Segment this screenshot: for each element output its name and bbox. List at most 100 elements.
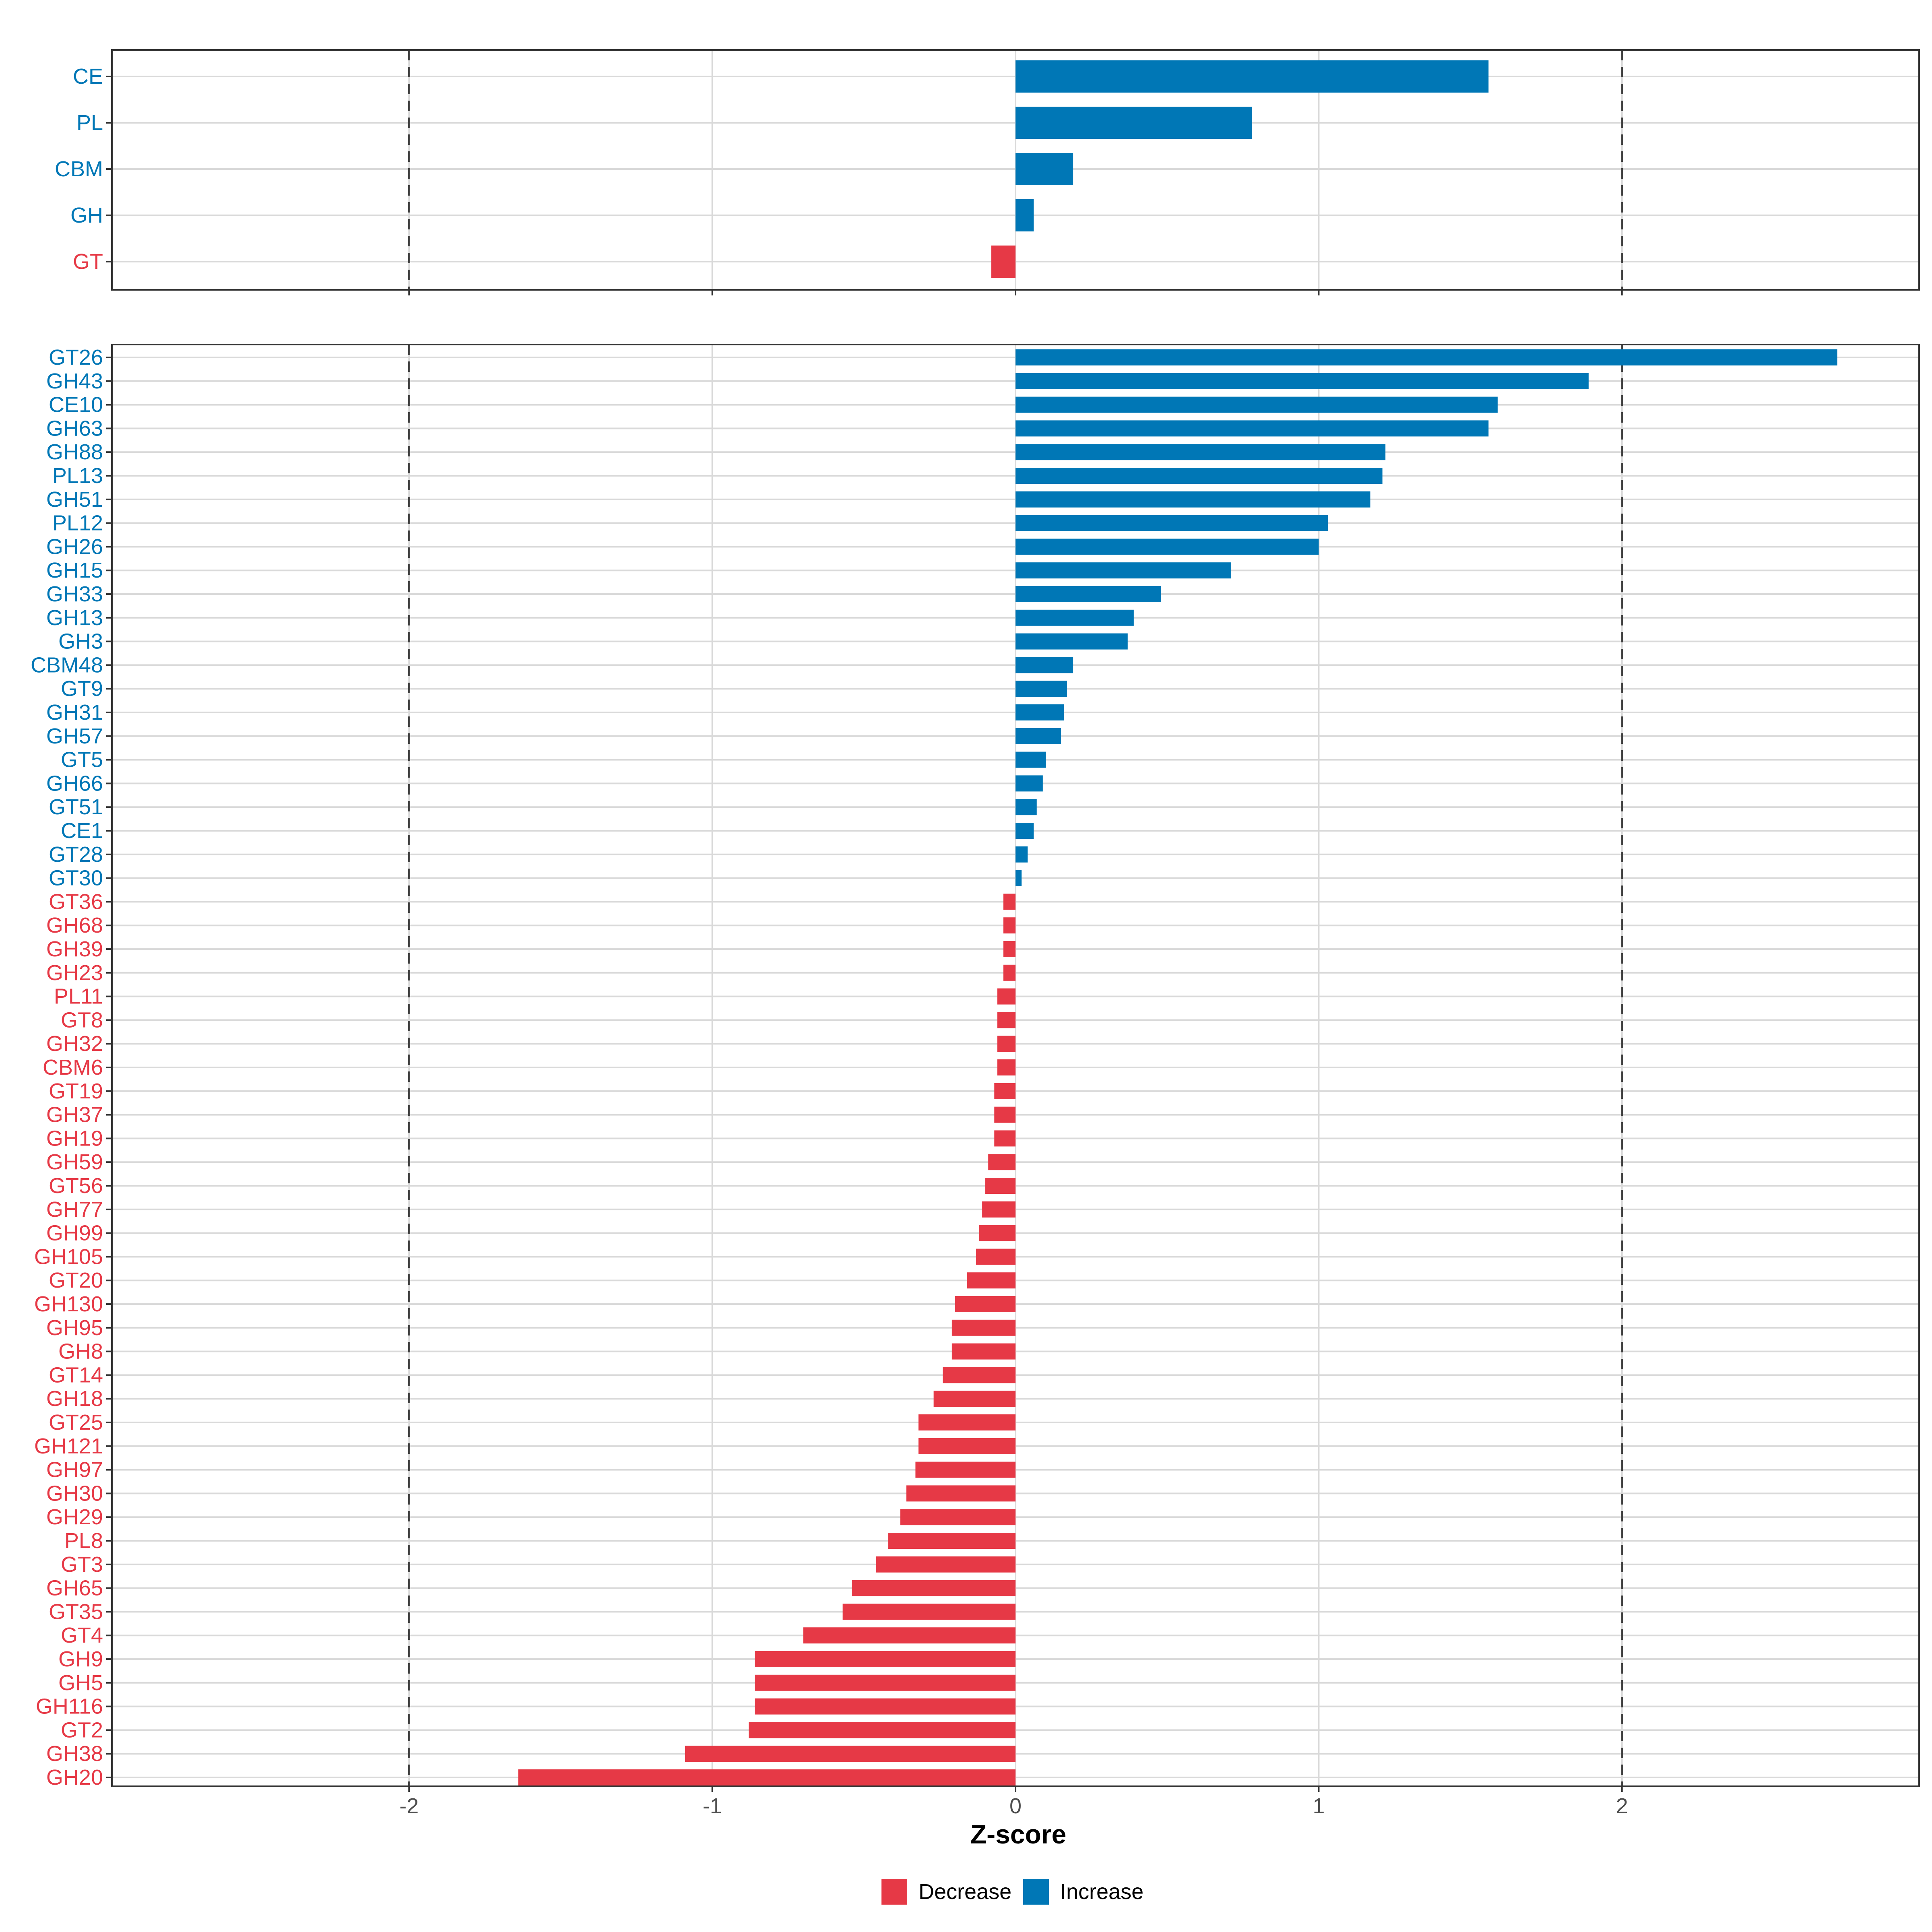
bottom-bar-gt56 [985,1178,1016,1194]
bottom-bar-gh31 [1016,704,1064,720]
bottom-bar-gh30 [906,1485,1016,1502]
top-category-label: CE [73,64,103,89]
bottom-bar-gt3 [876,1556,1016,1573]
bottom-bar-gt20 [967,1272,1016,1289]
bottom-bar-gt8 [997,1012,1016,1028]
bottom-bar-gh26 [1016,539,1319,555]
bottom-bar-gh18 [933,1391,1016,1407]
bottom-bar-gh39 [1003,941,1016,957]
bottom-category-label: PL13 [52,464,103,488]
bottom-bar-gt4 [803,1627,1016,1644]
top-bar-ce [1016,60,1489,93]
bottom-bar-gh43 [1016,373,1589,389]
bottom-category-label: GT8 [61,1008,103,1032]
x-axis-tick-label: 2 [1616,1794,1628,1818]
bottom-category-label: CE10 [49,393,103,417]
bottom-category-label: GH32 [46,1032,103,1056]
bottom-category-label: GT14 [49,1363,103,1387]
bottom-bar-gh57 [1016,728,1061,744]
legend: Decrease Increase [881,1879,1144,1905]
bottom-category-label: GT5 [61,748,103,772]
bottom-category-label: CE1 [61,819,103,843]
bottom-bar-gh68 [1003,917,1016,934]
bottom-category-label: GH130 [34,1292,103,1316]
x-axis-title: Z-score [970,1819,1066,1849]
bottom-category-label: GH66 [46,771,103,795]
bottom-category-label: GH3 [58,630,103,654]
x-axis-tick-label: 1 [1313,1794,1325,1818]
bottom-category-label: GH9 [58,1647,103,1671]
top-category-label: PL [76,111,103,135]
bottom-bar-cbm48 [1016,657,1073,673]
top-bar-gt [991,246,1016,278]
bottom-bar-gh37 [994,1106,1016,1123]
bottom-bar-ce10 [1016,396,1498,413]
bottom-category-label: GT35 [49,1600,103,1624]
bottom-bar-gt36 [1003,894,1016,910]
top-panel-summary-chart: CE PL CBM GH GT [55,49,1920,295]
bottom-category-label: GT51 [49,795,103,819]
bottom-bar-gt9 [1016,681,1067,697]
top-bar-gh [1016,199,1034,231]
bottom-category-label: GH59 [46,1150,103,1174]
bottom-bar-gh23 [1003,964,1016,981]
bottom-category-label: GT36 [49,890,103,914]
bottom-category-label: GH31 [46,700,103,724]
bottom-category-label: GT30 [49,866,103,890]
bottom-bar-pl13 [1016,468,1383,484]
bottom-bar-pl12 [1016,515,1328,531]
bottom-category-label: GH97 [46,1458,103,1482]
bottom-bar-gt5 [1016,751,1046,768]
bottom-bar-gt30 [1016,870,1022,886]
bottom-bar-gh95 [952,1319,1016,1336]
bottom-bar-gh63 [1016,420,1489,437]
bottom-category-label: GH121 [34,1434,103,1458]
bottom-category-label: GT9 [61,677,103,701]
bottom-bar-gh32 [997,1036,1016,1052]
bottom-bar-gh97 [915,1461,1016,1478]
bottom-bar-gt14 [943,1367,1016,1383]
bottom-category-label: GT56 [49,1174,103,1198]
bottom-bar-gh77 [982,1201,1016,1218]
bottom-bar-pl11 [997,988,1016,1005]
bottom-category-label: GH65 [46,1576,103,1600]
bottom-bar-gh15 [1016,562,1231,579]
bottom-category-label: GH95 [46,1316,103,1340]
x-axis-tick-label: -1 [703,1794,722,1818]
bottom-bar-gh130 [955,1296,1016,1312]
bottom-category-label: GH30 [46,1481,103,1505]
bottom-category-label: GH20 [46,1765,103,1790]
bottom-category-label: GT28 [49,842,103,867]
bottom-category-label: GH116 [36,1695,103,1719]
bottom-category-label: CBM6 [43,1055,103,1080]
bottom-category-label: GH38 [46,1742,103,1766]
bottom-bar-gh5 [755,1674,1016,1691]
bottom-category-label: GH19 [46,1126,103,1150]
bottom-category-label: GH51 [46,487,103,512]
top-category-label: CBM [55,157,103,181]
bottom-bar-gt35 [842,1604,1016,1620]
bottom-category-label: GH88 [46,440,103,464]
bottom-category-label: GT26 [49,345,103,369]
top-category-label: GT [73,250,103,274]
bottom-bar-gh66 [1016,775,1043,792]
legend-swatch-increase [1023,1879,1049,1905]
bottom-category-label: GH33 [46,582,103,606]
bottom-category-label: GH39 [46,937,103,961]
bottom-bar-gh3 [1016,633,1128,650]
legend-label-increase: Increase [1060,1880,1144,1904]
bottom-bar-gt26 [1016,349,1837,365]
bottom-category-label: GH77 [46,1197,103,1222]
bottom-category-label: PL12 [52,511,103,535]
bottom-category-label: GT2 [61,1718,103,1742]
bottom-bar-gt25 [918,1414,1016,1430]
bottom-bar-gh51 [1016,491,1371,508]
top-bar-pl [1016,107,1252,139]
bottom-category-label: GH63 [46,416,103,440]
x-axis: -2 -1 0 1 2 [399,1786,1628,1818]
bottom-bar-gh33 [1016,586,1161,602]
bottom-bar-gh19 [994,1130,1016,1147]
bottom-category-label: GH26 [46,535,103,559]
bottom-bar-gh59 [988,1154,1016,1170]
